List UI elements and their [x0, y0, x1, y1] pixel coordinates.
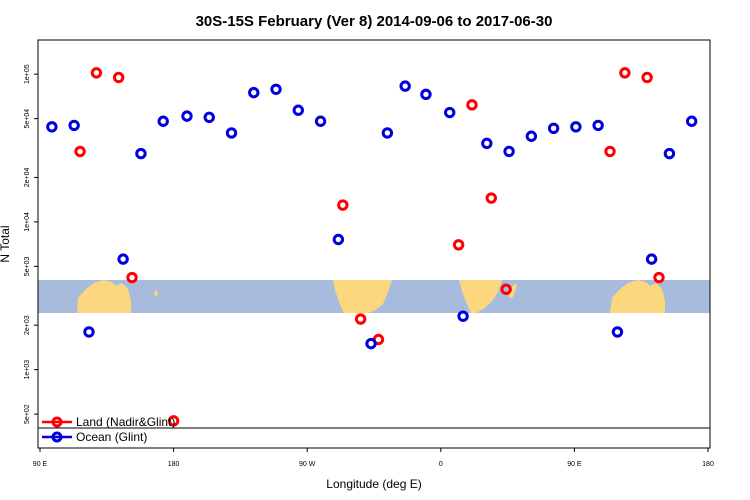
point-land — [126, 271, 138, 284]
y-tick-label: 1e+04 — [24, 212, 31, 232]
point-ocean — [292, 104, 304, 116]
point-land — [167, 415, 180, 427]
point-ocean — [117, 253, 129, 265]
point-land — [452, 239, 465, 251]
point-ocean — [181, 110, 193, 122]
y-tick-label: 2e+04 — [24, 167, 31, 187]
point-ocean — [525, 130, 538, 142]
x-tick-label: 180 — [702, 461, 714, 468]
point-ocean — [481, 137, 493, 150]
point-land — [485, 192, 497, 204]
plot-frame — [37, 39, 711, 449]
point-land — [74, 145, 86, 158]
point-ocean — [685, 115, 698, 127]
point-ocean — [645, 253, 658, 265]
point-ocean — [135, 147, 147, 160]
x-tick-label: 0 — [439, 461, 443, 468]
legend: Land (Nadir&Glint) Ocean (Glint) — [42, 415, 175, 444]
point-ocean — [547, 122, 560, 135]
point-ocean — [83, 326, 95, 338]
point-ocean — [270, 83, 282, 95]
x-axis-label: Longitude (deg E) — [326, 477, 421, 491]
point-land — [337, 199, 349, 211]
y-axis-label: N Total — [0, 225, 12, 262]
point-ocean — [332, 233, 345, 246]
point-land — [500, 283, 512, 295]
point-ocean — [611, 326, 624, 338]
x-tick-label: 180 — [168, 461, 180, 468]
x-tick-label: 90 E — [567, 461, 582, 468]
y-tick-label: 5e+03 — [24, 256, 31, 276]
chart-title: 30S-15S February (Ver 8) 2014-09-06 to 2… — [196, 13, 553, 30]
y-tick-label: 1e+05 — [24, 64, 31, 84]
point-ocean — [248, 86, 260, 99]
point-land — [619, 67, 631, 79]
point-ocean — [314, 115, 327, 127]
axes: 90 E 180 90 W 0 90 E 180 5e+02 1e+03 2e+03 5e+03… — [24, 39, 714, 468]
world-map-band — [38, 280, 710, 313]
point-ocean — [444, 106, 456, 119]
point-ocean — [46, 121, 58, 133]
point-ocean — [399, 80, 411, 92]
point-ocean — [592, 119, 604, 132]
point-land — [354, 313, 367, 325]
point-land — [466, 99, 478, 111]
y-tick-label: 1e+03 — [24, 360, 31, 380]
point-ocean — [420, 88, 432, 101]
x-tick-label: 90 E — [33, 461, 48, 468]
point-ocean — [457, 310, 469, 322]
point-land — [90, 67, 103, 79]
point-ocean — [203, 111, 215, 124]
legend-label-ocean: Ocean (Glint) — [76, 430, 147, 444]
point-ocean — [68, 119, 80, 132]
legend-marker-land — [51, 416, 63, 428]
point-land — [653, 271, 665, 284]
point-ocean — [365, 337, 377, 350]
y-tick-label: 5e+04 — [24, 109, 31, 129]
y-tick-label: 5e+02 — [24, 404, 31, 424]
point-ocean — [503, 145, 515, 158]
y-tick-label: 2e+03 — [24, 315, 31, 335]
point-ocean — [157, 115, 169, 127]
point-ocean — [225, 127, 238, 139]
x-tick-label: 90 W — [299, 461, 316, 468]
point-land — [112, 71, 125, 84]
legend-label-land: Land (Nadir&Glint) — [76, 415, 175, 429]
point-ocean — [570, 121, 582, 133]
point-ocean — [663, 147, 676, 160]
legend-marker-ocean — [51, 431, 63, 443]
point-ocean — [381, 127, 394, 139]
point-land — [604, 145, 616, 158]
point-land — [641, 71, 653, 84]
